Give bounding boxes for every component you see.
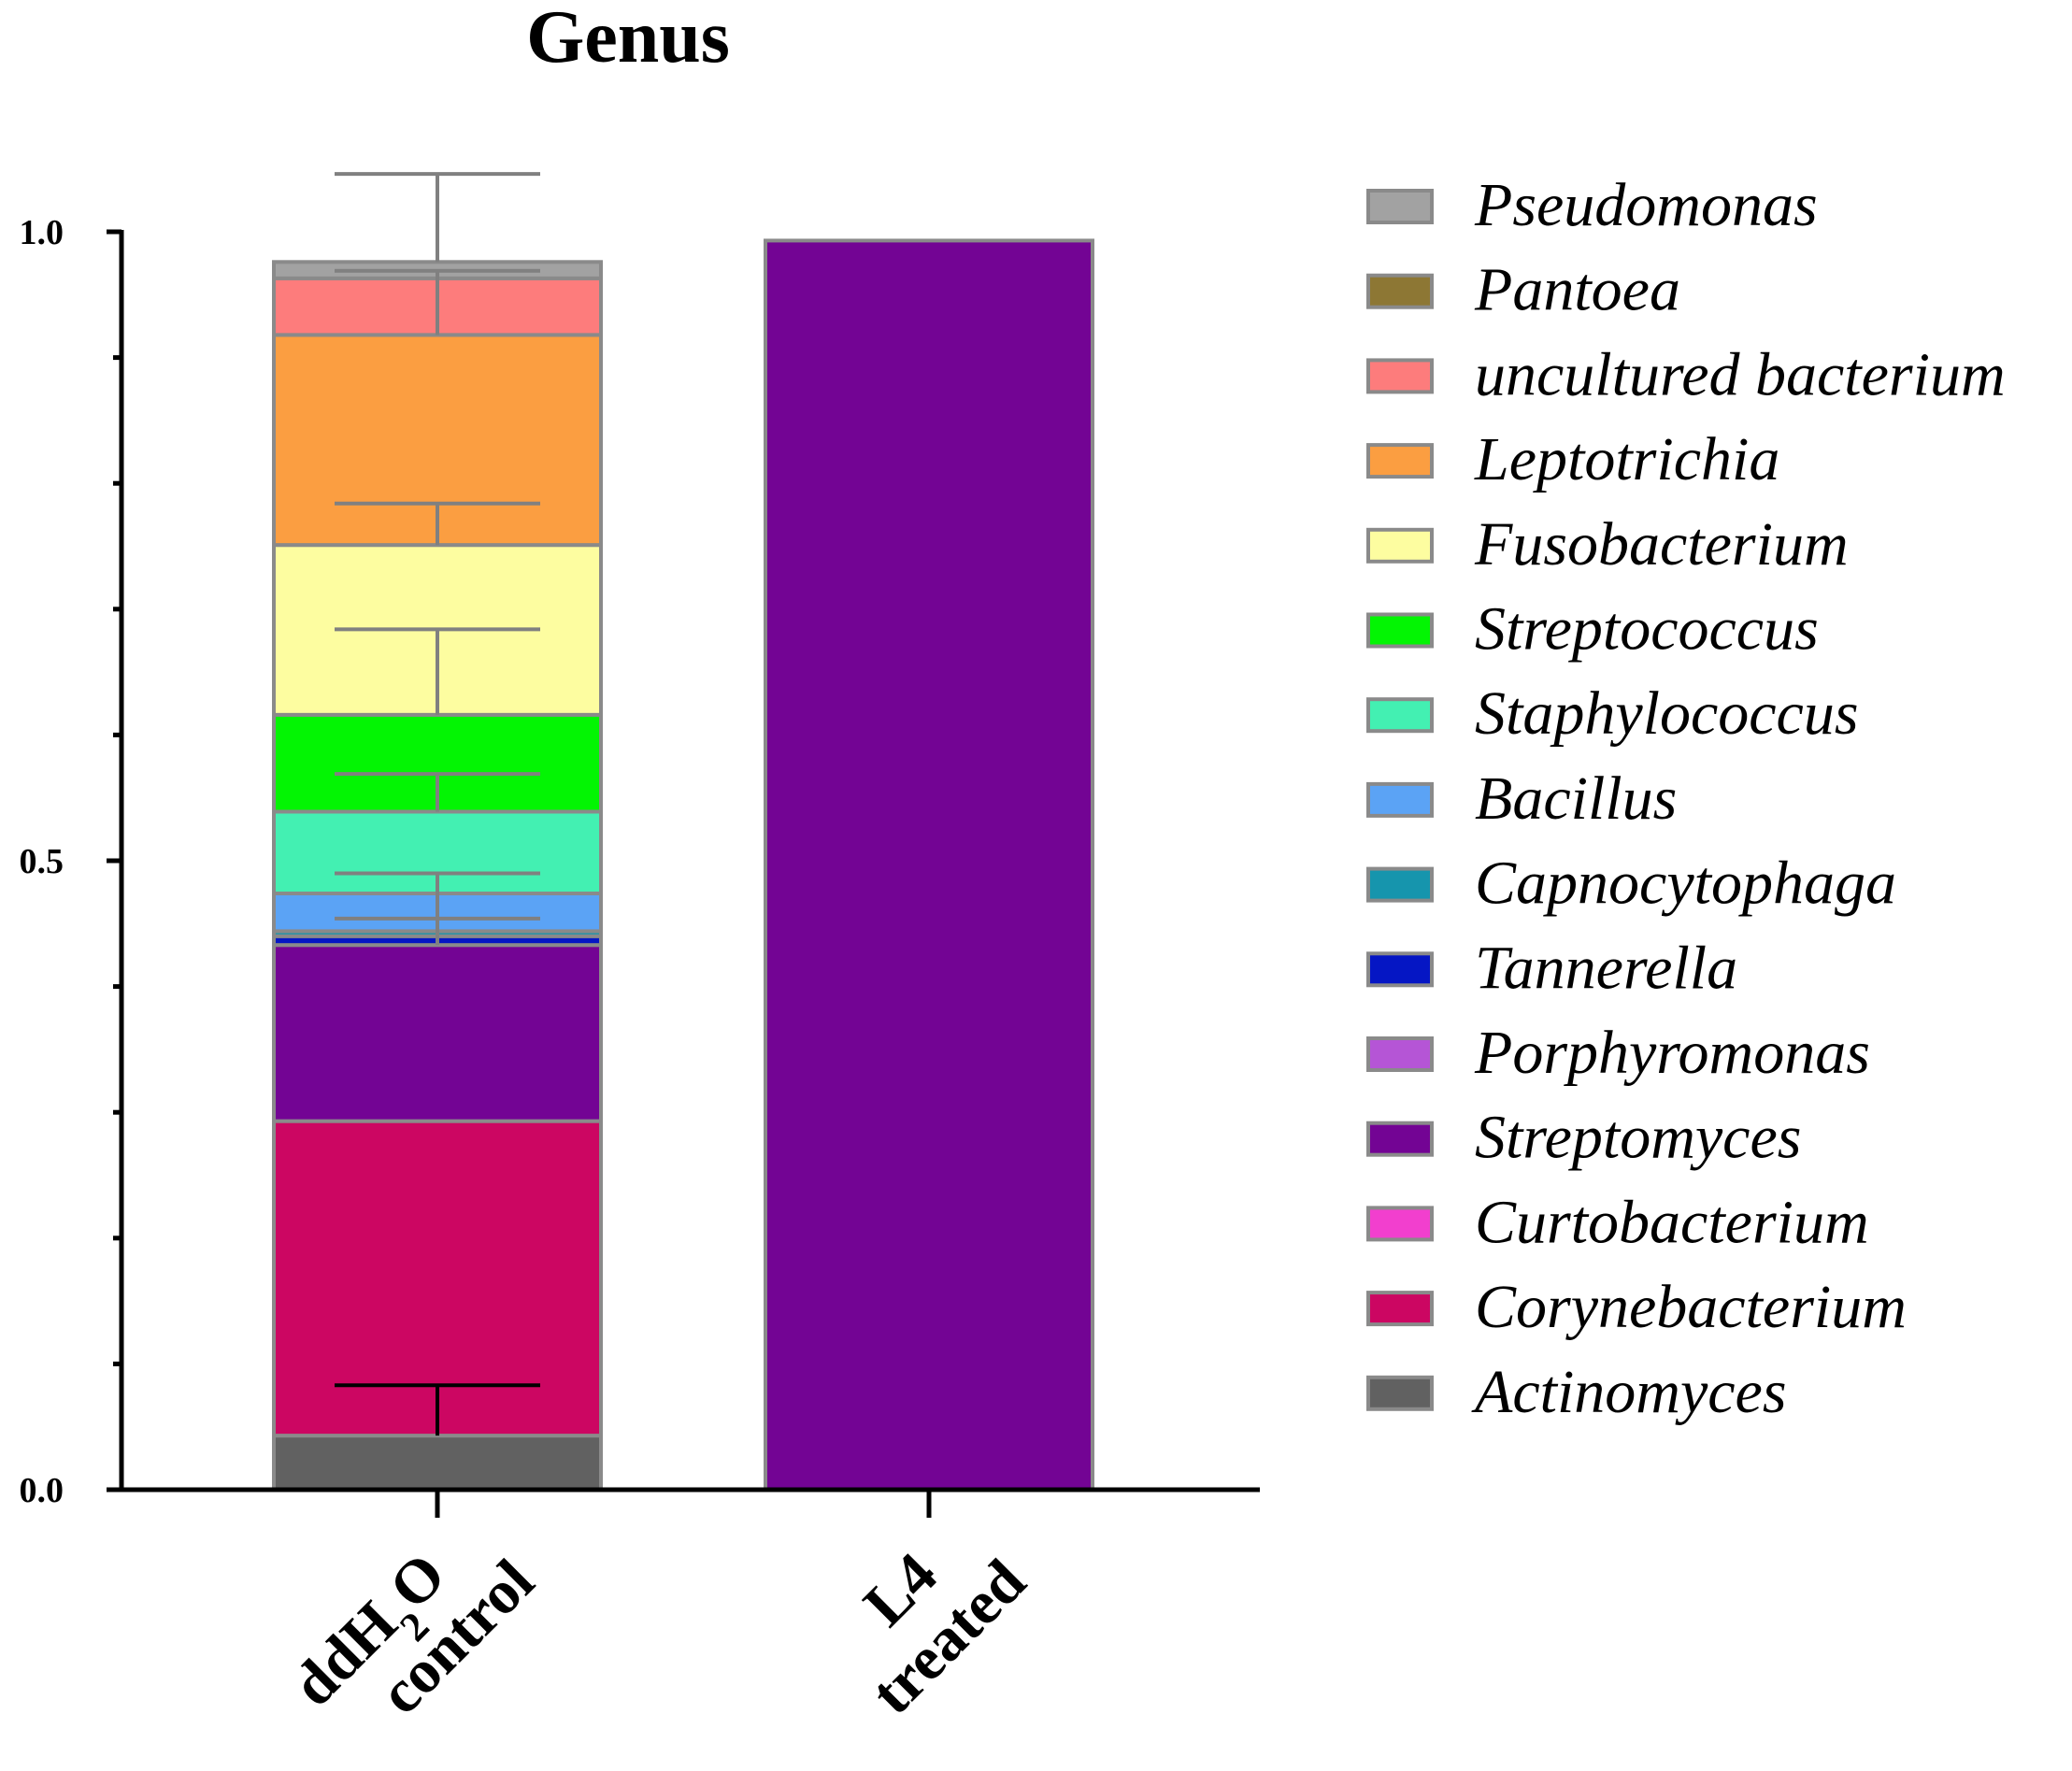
legend-label: uncultured bacterium	[1475, 340, 2006, 408]
legend-label: Fusobacterium	[1474, 510, 1849, 578]
legend-swatch	[1366, 358, 1434, 394]
bars-group	[272, 238, 1094, 1492]
legend-item-actinomyces: Actinomyces	[1366, 1358, 1787, 1426]
legend-label: Porphyromonas	[1474, 1019, 1870, 1087]
error-bar-streptomyces-0	[335, 871, 540, 946]
bar-segment-streptomyces-0	[272, 943, 603, 1123]
legend: Pseudomonas Pantoea uncultured bacterium Le…	[1366, 171, 2006, 1426]
error-bar-streptococcus-0	[335, 627, 540, 715]
legend-item-streptococcus: Streptococcus	[1366, 595, 1819, 664]
legend-label: Actinomyces	[1471, 1358, 1787, 1426]
legend-item-curtobacterium: Curtobacterium	[1366, 1188, 1869, 1256]
legend-swatch	[1366, 612, 1434, 649]
legend-swatch	[1366, 1121, 1434, 1157]
legend-swatch	[1366, 1291, 1434, 1327]
legend-label: Pantoea	[1474, 256, 1680, 324]
legend-item-fusobacterium: Fusobacterium	[1366, 510, 1849, 578]
legend-item-pseudomonas: Pseudomonas	[1366, 171, 1818, 239]
legend-item-corynebacterium: Corynebacterium	[1366, 1273, 1907, 1341]
legend-item-porphyromonas: Porphyromonas	[1366, 1019, 1870, 1087]
legend-item-streptomyces: Streptomyces	[1366, 1104, 1801, 1172]
legend-swatch	[1366, 443, 1434, 479]
legend-swatch	[1366, 951, 1434, 988]
y-tick-label: 0.0	[20, 1471, 64, 1510]
legend-label: Streptomyces	[1475, 1104, 1801, 1172]
chart-title: Genus	[526, 0, 730, 79]
legend-label: Leptotrichia	[1474, 425, 1779, 493]
legend-item-leptotrichia: Leptotrichia	[1366, 425, 1779, 493]
legend-swatch	[1366, 1206, 1434, 1242]
error-bar-pseudomonas-0	[335, 172, 540, 263]
legend-swatch	[1366, 189, 1434, 224]
error-bars-group	[335, 172, 540, 1436]
legend-swatch	[1366, 866, 1434, 903]
bar-segment-streptomyces-1	[764, 238, 1094, 1492]
legend-label: Tannerella	[1475, 934, 1737, 1002]
legend-swatch	[1366, 1375, 1434, 1411]
legend-label: Bacillus	[1475, 764, 1677, 833]
legend-label: Staphylococcus	[1475, 679, 1859, 748]
y-tick-label: 1.0	[20, 213, 64, 252]
legend-item-staphylococcus: Staphylococcus	[1366, 679, 1859, 748]
y-tick-label: 0.5	[20, 842, 64, 881]
legend-label: Streptococcus	[1475, 595, 1819, 664]
legend-label: Pseudomonas	[1474, 171, 1818, 239]
legend-label: Corynebacterium	[1475, 1273, 1907, 1341]
legend-label: Capnocytophaga	[1475, 850, 1896, 918]
legend-item-tannerella: Tannerella	[1366, 934, 1737, 1002]
legend-swatch	[1366, 273, 1434, 309]
bar-segment-actinomyces-0	[272, 1434, 603, 1492]
legend-item-uncultured-bacterium: uncultured bacterium	[1366, 340, 2006, 408]
legend-swatch	[1366, 697, 1434, 734]
legend-swatch	[1366, 1036, 1434, 1072]
legend-label: Curtobacterium	[1475, 1188, 1869, 1256]
legend-swatch	[1366, 781, 1434, 818]
legend-item-bacillus: Bacillus	[1366, 764, 1677, 833]
legend-item-pantoea: Pantoea	[1366, 256, 1680, 324]
legend-swatch	[1366, 527, 1434, 564]
error-bar-fusobacterium-0	[335, 501, 540, 546]
error-bar-leptotrichia-0	[335, 268, 540, 336]
error-bar-capnocytophaga-0	[335, 916, 540, 932]
error-bar-actinomyces-0	[335, 1383, 540, 1436]
legend-item-capnocytophaga: Capnocytophaga	[1366, 850, 1896, 918]
bar-segment-corynebacterium-0	[272, 1119, 603, 1438]
error-bar-staphylococcus-0	[335, 772, 540, 812]
